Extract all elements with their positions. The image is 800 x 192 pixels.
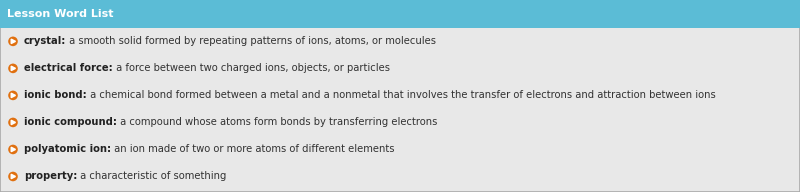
Text: polyatomic ion:: polyatomic ion: [24,144,111,154]
Circle shape [8,145,18,154]
Text: electrical force:: electrical force: [24,63,113,73]
Polygon shape [11,66,15,71]
Polygon shape [11,174,15,179]
Text: a compound whose atoms form bonds by transferring electrons: a compound whose atoms form bonds by tra… [117,118,438,127]
Text: property:: property: [24,171,78,181]
Circle shape [8,118,18,127]
Polygon shape [11,93,15,98]
Circle shape [8,172,18,181]
Text: Lesson Word List: Lesson Word List [7,9,114,19]
Polygon shape [11,147,15,152]
Text: a characteristic of something: a characteristic of something [78,171,226,181]
Text: ionic bond:: ionic bond: [24,90,86,100]
Text: an ion made of two or more atoms of different elements: an ion made of two or more atoms of diff… [111,144,394,154]
Text: a smooth solid formed by repeating patterns of ions, atoms, or molecules: a smooth solid formed by repeating patte… [66,36,436,46]
Circle shape [8,36,18,46]
Circle shape [8,64,18,73]
Text: a chemical bond formed between a metal and a nonmetal that involves the transfer: a chemical bond formed between a metal a… [86,90,715,100]
Text: ionic compound:: ionic compound: [24,118,117,127]
Polygon shape [11,39,15,44]
Text: a force between two charged ions, objects, or particles: a force between two charged ions, object… [113,63,390,73]
Polygon shape [11,120,15,125]
Circle shape [8,91,18,100]
Bar [0,0,800,28]
Text: crystal:: crystal: [24,36,66,46]
